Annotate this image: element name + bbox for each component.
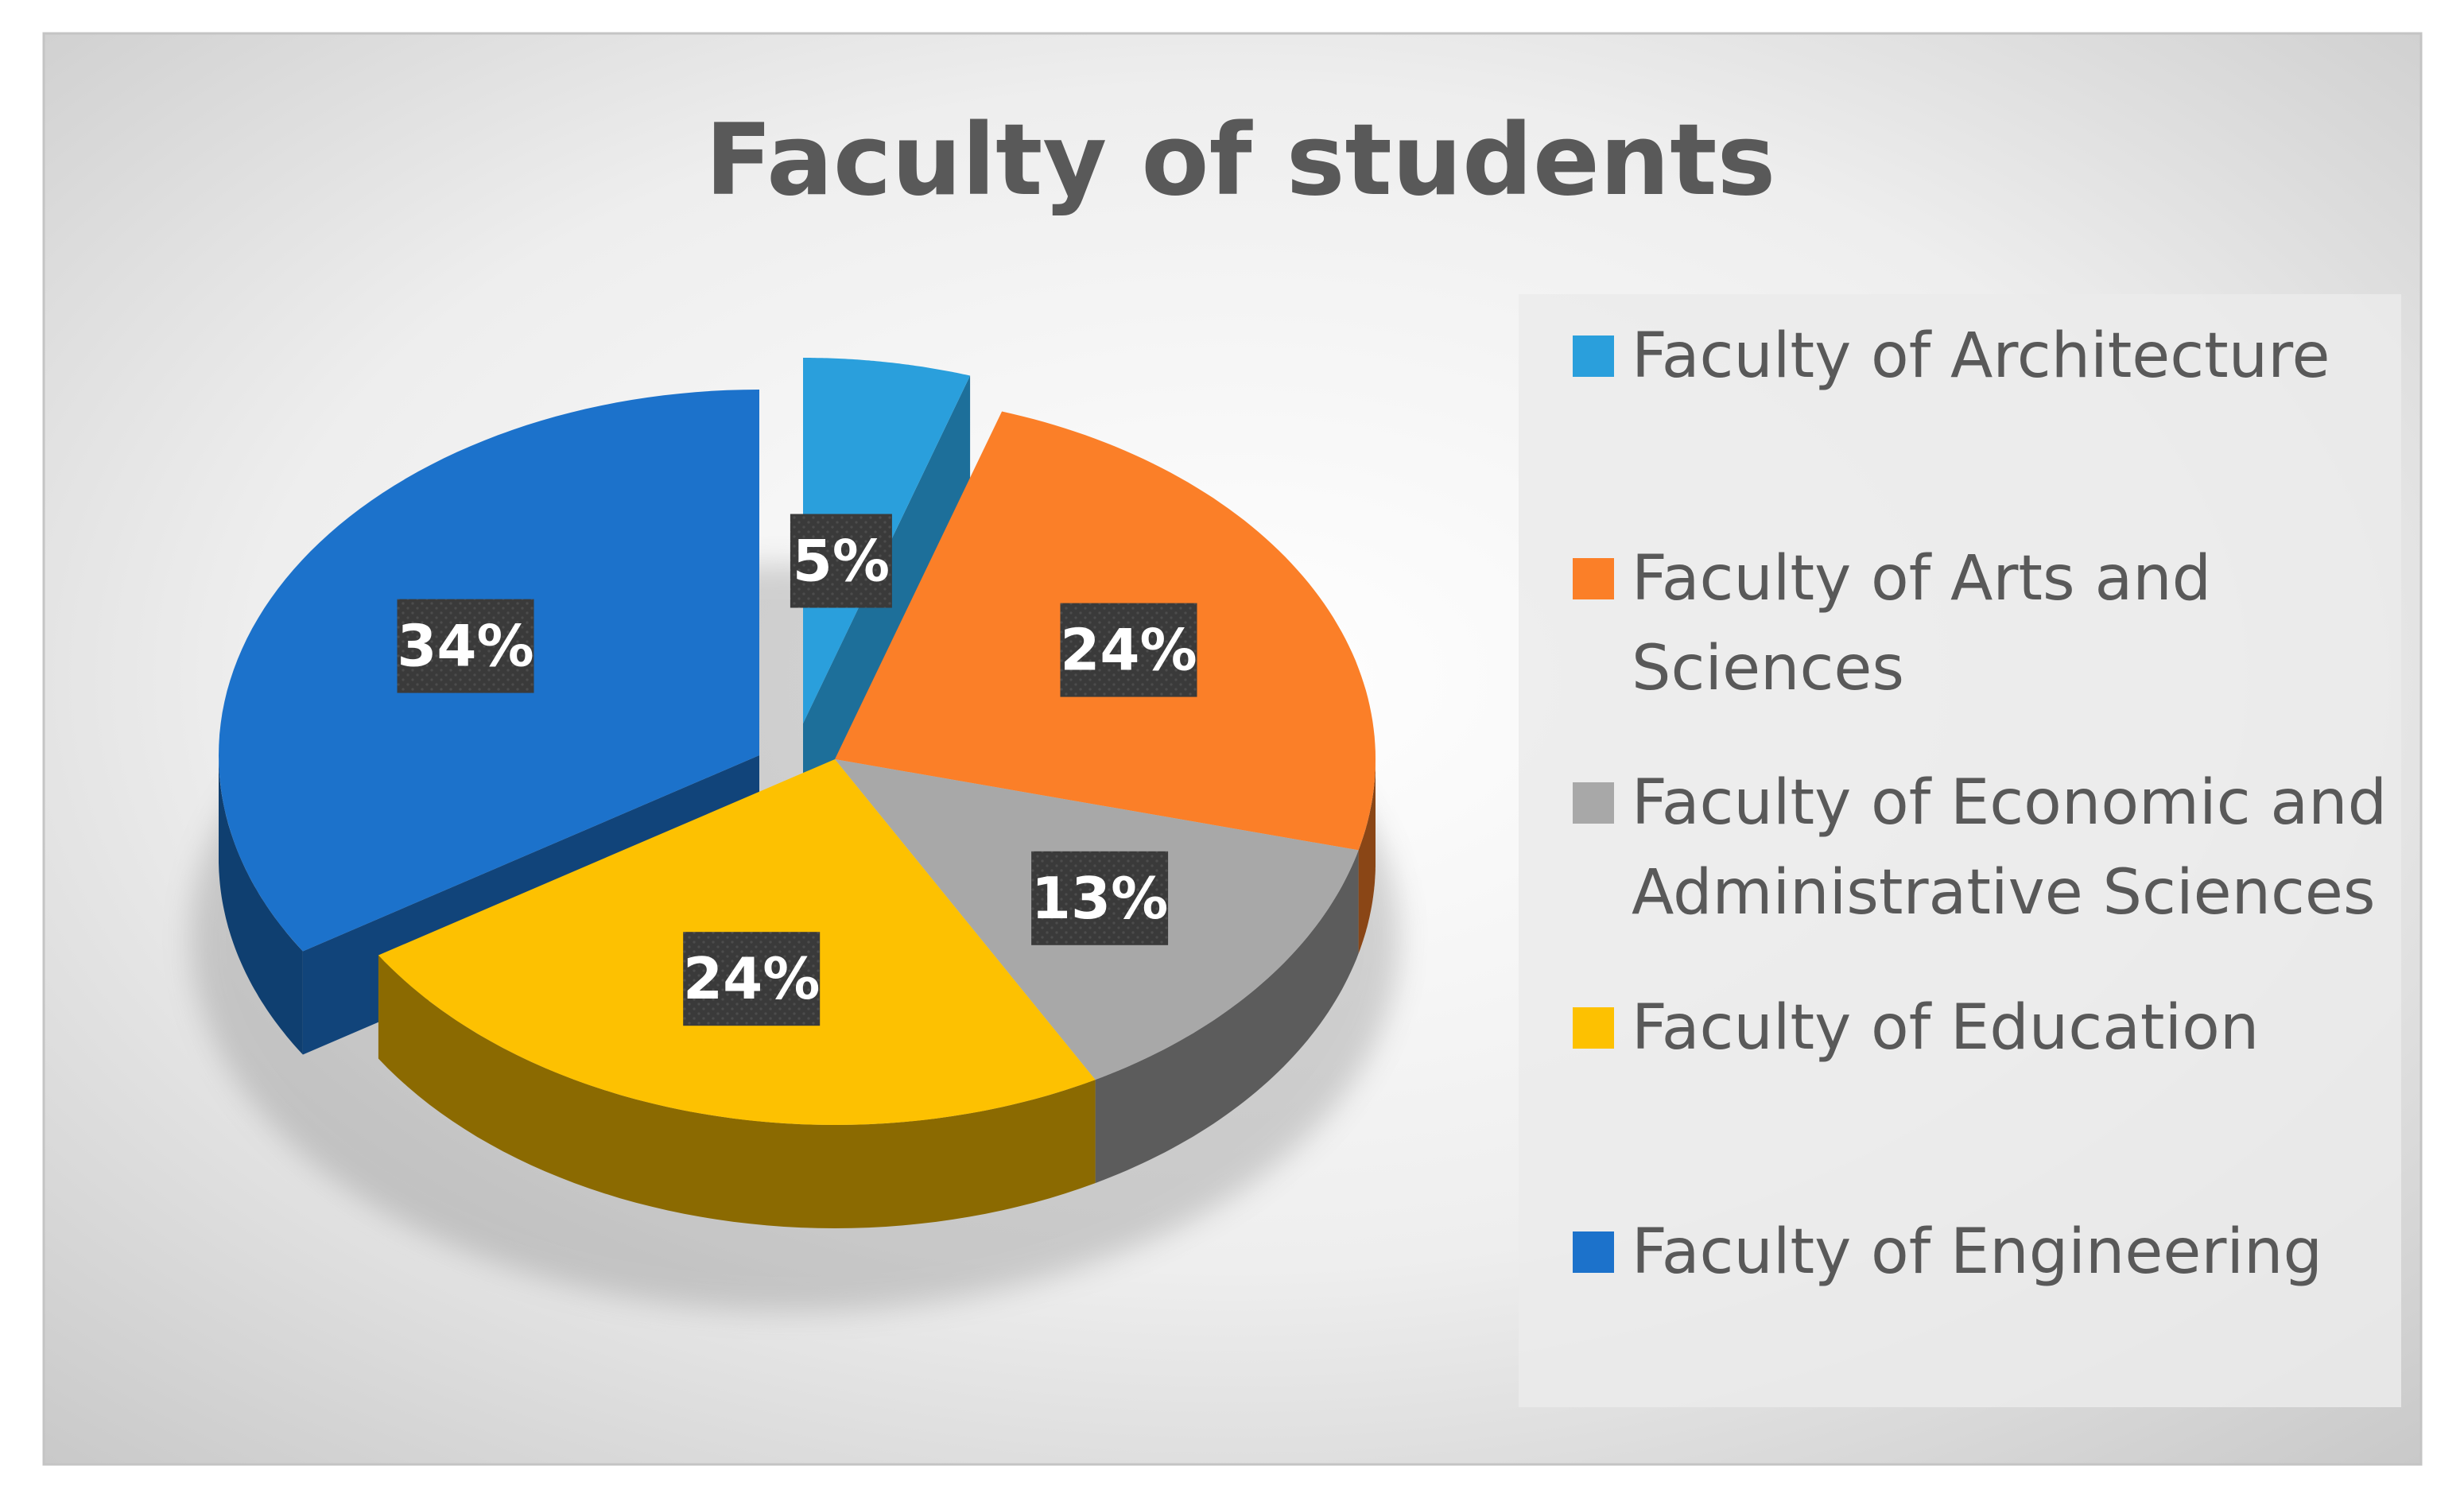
legend-item-education: Faculty of Education xyxy=(1573,992,2259,1064)
legend-label: Sciences xyxy=(1632,633,1904,704)
legend-swatch xyxy=(1573,558,1614,599)
legend-label: Faculty of Arts and xyxy=(1632,543,2211,615)
data-label-economic-admin: 13% xyxy=(1031,851,1168,945)
data-label-engineering: 34% xyxy=(397,599,534,693)
data-label-text: 34% xyxy=(397,613,534,680)
data-label-text: 13% xyxy=(1031,865,1168,932)
data-label-text: 5% xyxy=(793,528,890,595)
slice-side-economic-admin xyxy=(1095,850,1359,1184)
legend-item-architecture: Faculty of Architecture xyxy=(1573,320,2330,392)
legend-swatch xyxy=(1573,782,1614,824)
data-label-arts-sciences: 24% xyxy=(1060,603,1197,697)
legend-swatch xyxy=(1573,1231,1614,1273)
legend-label: Faculty of Architecture xyxy=(1632,320,2330,392)
data-label-text: 24% xyxy=(1060,617,1197,684)
data-label-box xyxy=(1031,851,1169,945)
pie-data-labels: 5% 24% 13% 24% 34% xyxy=(397,514,1197,1026)
legend-label: Faculty of Economic and xyxy=(1632,767,2387,839)
legend-item-economic-admin: Faculty of Economic and Administrative Sc… xyxy=(1573,767,2387,929)
slice-side-arts-sciences xyxy=(1358,759,1376,954)
data-label-education: 24% xyxy=(683,932,820,1026)
legend-box xyxy=(1519,294,2401,1407)
legend-label: Faculty of Engineering xyxy=(1632,1216,2322,1288)
legend: Faculty of Architecture Faculty of Arts a… xyxy=(1573,320,2387,1288)
legend-label: Administrative Sciences xyxy=(1632,857,2376,929)
data-label-box xyxy=(790,514,892,608)
data-label-box xyxy=(397,599,534,693)
legend-item-engineering: Faculty of Engineering xyxy=(1573,1216,2322,1288)
data-label-architecture: 5% xyxy=(790,514,892,608)
legend-swatch xyxy=(1573,1007,1614,1049)
data-label-box xyxy=(683,932,821,1026)
slice-side-engineering xyxy=(219,755,303,1055)
legend-label: Faculty of Education xyxy=(1632,992,2259,1064)
slice-side-education xyxy=(378,955,1096,1228)
legend-swatch xyxy=(1573,335,1614,377)
legend-item-arts-sciences: Faculty of Arts and Sciences xyxy=(1573,543,2211,704)
data-label-box xyxy=(1060,603,1197,697)
chart-title: Faculty of students xyxy=(705,103,1776,218)
data-label-text: 24% xyxy=(683,945,820,1012)
